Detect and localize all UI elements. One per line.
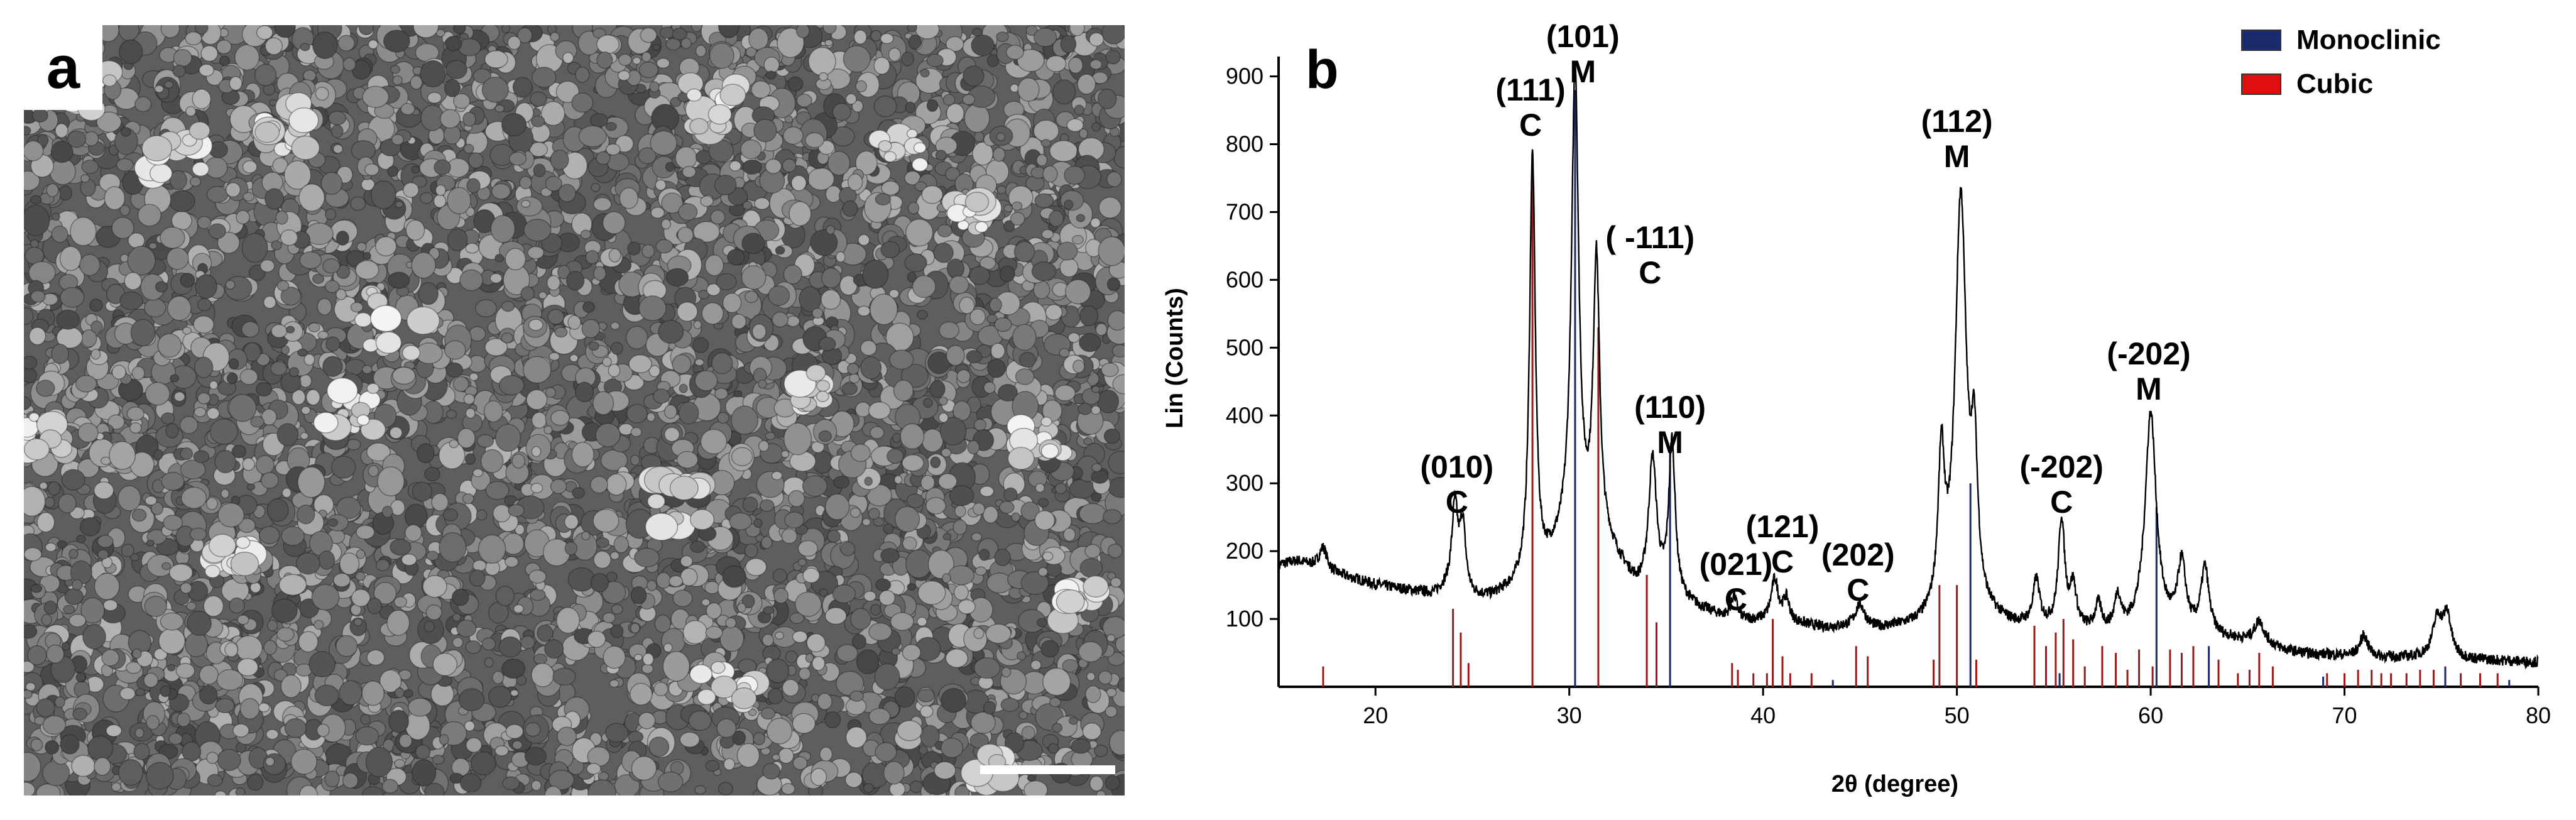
- x-tick-label: 70: [2332, 702, 2357, 728]
- x-tick-label: 20: [1363, 702, 1388, 728]
- y-tick-label: 900: [1226, 63, 1263, 89]
- chart-legend: Monoclinic Cubic: [2241, 25, 2441, 99]
- x-tick-label: 30: [1557, 702, 1582, 728]
- y-tick-label: 600: [1226, 266, 1263, 292]
- sem-micrograph: [24, 25, 1125, 795]
- x-axis-label: 2θ (degree): [1831, 771, 1958, 797]
- x-tick-label: 40: [1750, 702, 1776, 728]
- scale-bar: [980, 765, 1115, 774]
- peak-label-phase: C: [2050, 484, 2073, 520]
- peak-label-hkl: (121): [1746, 509, 1820, 544]
- peak-label-hkl: (010): [1420, 449, 1493, 484]
- legend-swatch-cubic: [2241, 74, 2281, 95]
- x-tick-label: 60: [2138, 702, 2163, 728]
- peak-label-phase: C: [1446, 484, 1468, 520]
- peak-label-phase: M: [1944, 139, 1970, 174]
- x-tick-label: 50: [1945, 702, 1970, 728]
- x-tick-label: 80: [2526, 702, 2551, 728]
- sem-image: [24, 25, 1125, 795]
- peak-label-hkl: ( -111): [1605, 220, 1695, 255]
- y-tick-label: 200: [1226, 538, 1263, 564]
- y-tick-label: 700: [1226, 199, 1263, 224]
- legend-swatch-monoclinic: [2241, 30, 2281, 51]
- peak-label-hkl: (-202): [2019, 449, 2103, 484]
- xrd-pattern-line: [1277, 62, 2539, 670]
- peak-label-phase: C: [1847, 572, 1869, 608]
- peak-label-phase: C: [1639, 255, 1661, 290]
- peak-label-phase: M: [1657, 425, 1683, 460]
- y-tick-label: 400: [1226, 402, 1263, 428]
- xrd-chart-svg: b Monoclinic Cubic 2θ (degree) Lin (Coun…: [1162, 19, 2551, 797]
- peak-label-hkl: (111): [1495, 72, 1565, 107]
- peak-label-phase: M: [2136, 371, 2162, 407]
- legend-label-monoclinic: Monoclinic: [2296, 25, 2441, 55]
- peak-label-phase: C: [1725, 582, 1747, 617]
- y-tick-label: 800: [1226, 131, 1263, 157]
- legend-label-cubic: Cubic: [2296, 68, 2373, 99]
- y-tick-label: 300: [1226, 470, 1263, 496]
- peak-label-hkl: (202): [1821, 537, 1895, 572]
- peak-label-hkl: (112): [1921, 104, 1993, 139]
- peak-label-phase: C: [1771, 544, 1794, 579]
- peak-label-hkl: (021): [1700, 547, 1773, 582]
- peak-label-hkl: (110): [1634, 390, 1706, 425]
- peak-label-phase: C: [1519, 107, 1542, 143]
- peak-label-hkl: (101): [1546, 19, 1620, 54]
- y-tick-label: 100: [1226, 606, 1263, 631]
- peak-label-hkl: (-202): [2107, 336, 2190, 371]
- y-axis-label: Lin (Counts): [1162, 288, 1188, 429]
- peak-label-phase: M: [1569, 54, 1596, 89]
- xrd-chart: b Monoclinic Cubic 2θ (degree) Lin (Coun…: [1150, 0, 2576, 820]
- panel-a-label: a: [24, 25, 102, 110]
- y-tick-label: 500: [1226, 334, 1263, 360]
- panel-b-label: b: [1306, 40, 1339, 100]
